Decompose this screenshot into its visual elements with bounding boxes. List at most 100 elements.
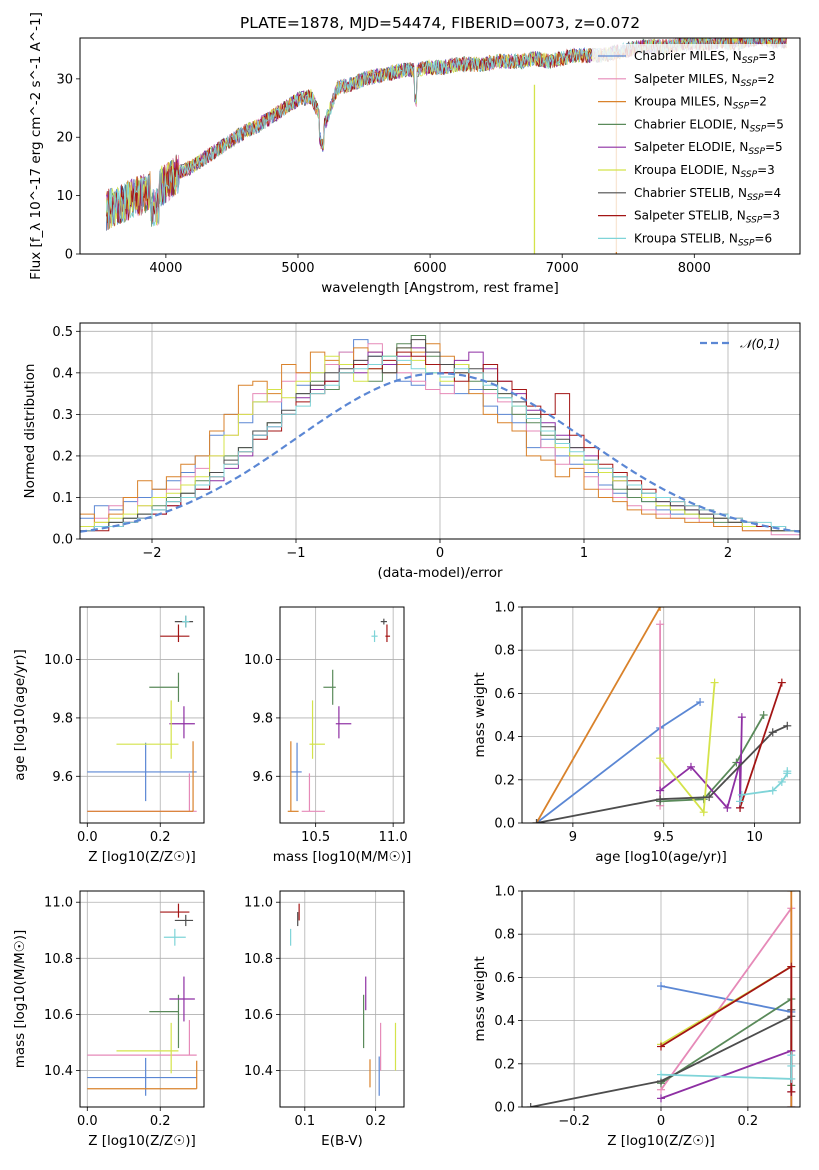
x-axis-label: E(B-V) bbox=[321, 1133, 363, 1149]
weight-line-0 bbox=[535, 701, 701, 823]
x-axis-label: Z [log10(Z/Z☉)] bbox=[607, 1133, 715, 1149]
legend-label: Kroupa STELIB, NSSP=6 bbox=[634, 231, 772, 248]
y-axis-label: mass [log10(M/M☉)] bbox=[12, 930, 28, 1069]
y-tick-label: 0.6 bbox=[494, 971, 515, 986]
y-tick-label: 0.4 bbox=[494, 730, 515, 745]
legend-subscript: SSP bbox=[746, 216, 763, 226]
plot-area-mass_vs_ebv bbox=[290, 903, 397, 1096]
x-tick-label: 8000 bbox=[678, 261, 711, 276]
weight-line-2 bbox=[535, 607, 661, 823]
x-axis-label: wavelength [Angstrom, rest frame] bbox=[321, 280, 559, 296]
y-tick-label: 0.2 bbox=[494, 1057, 515, 1072]
plot-spectrum: 4000 5000 6000 7000 8000 0 10 20 30 wavelength [A… bbox=[28, 12, 801, 296]
x-tick-label: 0.0 bbox=[77, 1114, 98, 1129]
x-tick-label: 0.2 bbox=[150, 1114, 171, 1129]
legend-label: 𝒩(0,1) bbox=[740, 337, 780, 351]
plot-age_vs_Z: 0.0 0.2 9.6 9.8 10.0 Z [log10(Z/Z☉)] age [log1… bbox=[12, 606, 205, 865]
x-axis-label: Z [log10(Z/Z☉)] bbox=[88, 1133, 196, 1149]
histogram-step-5 bbox=[80, 347, 800, 539]
x-tick-label: 0.0 bbox=[77, 830, 98, 845]
weight-line-7 bbox=[739, 682, 783, 809]
y-axis-label: age [log10(age/yr)] bbox=[12, 649, 28, 781]
axes-frame bbox=[79, 37, 801, 255]
x-axis-label: (data-model)/error bbox=[377, 565, 503, 581]
y-tick-label: 0.0 bbox=[494, 817, 515, 832]
plot-area-residuals bbox=[80, 335, 800, 539]
legend-label: Kroupa ELODIE, NSSP=3 bbox=[634, 163, 775, 180]
normal-curve bbox=[80, 372, 800, 533]
y-tick-label: 1.0 bbox=[494, 885, 515, 900]
legend-subscript: SSP bbox=[750, 124, 767, 134]
y-tick-label: 0.0 bbox=[52, 533, 73, 548]
axes-frame bbox=[279, 890, 405, 1108]
y-tick-label: 30 bbox=[56, 72, 73, 87]
x-tick-label: 6000 bbox=[414, 261, 447, 276]
y-axis-label: Normed distribution bbox=[22, 364, 38, 499]
y-axis-label: mass weight bbox=[472, 956, 488, 1041]
legend-subscript: SSP bbox=[747, 193, 764, 203]
y-tick-label: 10.6 bbox=[44, 1008, 73, 1023]
y-axis-label: mass weight bbox=[472, 672, 488, 757]
weight-line-3 bbox=[660, 997, 793, 1086]
legend-box bbox=[592, 44, 798, 252]
x-tick-label: 0 bbox=[436, 546, 444, 561]
legend-rest: =5 bbox=[765, 140, 783, 154]
legend-rest: =2 bbox=[749, 95, 767, 109]
y-tick-label: 10.8 bbox=[244, 952, 273, 967]
x-tick-label: 10 bbox=[746, 830, 763, 845]
legend-rest: =3 bbox=[757, 163, 775, 177]
axes-frame bbox=[79, 606, 205, 824]
legend-rest: =6 bbox=[754, 231, 772, 245]
x-tick-label: −0.2 bbox=[558, 1114, 590, 1129]
x-tick-label: 9 bbox=[569, 830, 577, 845]
y-tick-label: 0.1 bbox=[52, 491, 73, 506]
y-tick-label: 0.8 bbox=[494, 644, 515, 659]
legend-label: Chabrier STELIB, NSSP=4 bbox=[634, 186, 781, 203]
legend-subscript: SSP bbox=[738, 238, 755, 248]
weight-line-0 bbox=[660, 985, 793, 1107]
x-tick-label: 11.0 bbox=[379, 830, 408, 845]
x-tick-label: 2 bbox=[724, 546, 732, 561]
plot-area-mass_vs_Z bbox=[87, 903, 198, 1096]
x-tick-label: 1 bbox=[580, 546, 588, 561]
weight-line-8 bbox=[660, 1055, 793, 1080]
x-tick-label: 0.2 bbox=[365, 1114, 386, 1129]
y-tick-label: 0.5 bbox=[52, 325, 73, 340]
y-tick-label: 1.0 bbox=[494, 601, 515, 616]
y-tick-label: 0.0 bbox=[494, 1101, 515, 1116]
legend-rest: =2 bbox=[757, 72, 775, 86]
y-tick-label: 20 bbox=[56, 131, 73, 146]
legend-label: Salpeter ELODIE, NSSP=5 bbox=[634, 140, 783, 157]
x-axis-label: mass [log10(M/M☉)] bbox=[273, 849, 412, 865]
legend-subscript: SSP bbox=[748, 147, 765, 157]
x-tick-label: 0.2 bbox=[150, 830, 171, 845]
x-axis-label: Z [log10(Z/Z☉)] bbox=[88, 849, 196, 865]
y-tick-label: 0.2 bbox=[494, 773, 515, 788]
y-tick-label: 0 bbox=[65, 248, 73, 263]
plot-weight_vs_age: 9 9.5 10 0.0 0.2 0.4 0.6 0.8 1.0 age [log10(age/y… bbox=[472, 601, 801, 865]
y-tick-label: 9.8 bbox=[252, 711, 273, 726]
x-tick-label: 10.5 bbox=[301, 830, 330, 845]
plot-weight_vs_Z: −0.2 0 0.2 0.0 0.2 0.4 0.6 0.8 1.0 Z [log10(Z/Z☉)… bbox=[472, 885, 801, 1149]
weight-line-7 bbox=[660, 964, 793, 1092]
y-tick-label: 10.8 bbox=[44, 952, 73, 967]
y-tick-label: 0.4 bbox=[52, 366, 73, 381]
legend-subscript: SSP bbox=[742, 56, 759, 66]
y-tick-label: 10.4 bbox=[44, 1064, 73, 1079]
legend-rest: =4 bbox=[764, 186, 782, 200]
y-tick-label: 11.0 bbox=[244, 896, 273, 911]
axes-frame bbox=[279, 606, 405, 824]
x-tick-label: 9.5 bbox=[653, 830, 674, 845]
weight-line-3 bbox=[660, 714, 765, 803]
y-tick-label: 10.0 bbox=[244, 653, 273, 668]
axes-frame bbox=[79, 890, 205, 1108]
y-axis-label: Flux [f_λ 10^-17 erg cm^-2 s^-1 A^-1] bbox=[28, 12, 44, 280]
plot-area-weight_vs_Z bbox=[526, 891, 796, 1107]
legend-subscript: SSP bbox=[741, 79, 758, 89]
y-tick-label: 0.6 bbox=[494, 687, 515, 702]
x-tick-label: −1 bbox=[286, 546, 305, 561]
plot-age_vs_mass: 10.5 11.0 9.6 9.8 10.0 mass [log10(M/M☉)] bbox=[244, 606, 412, 865]
x-tick-label: 0.2 bbox=[738, 1114, 759, 1129]
plot-mass_vs_ebv: 0.1 0.2 10.4 10.6 10.8 11.0 E(B-V) bbox=[244, 890, 405, 1149]
